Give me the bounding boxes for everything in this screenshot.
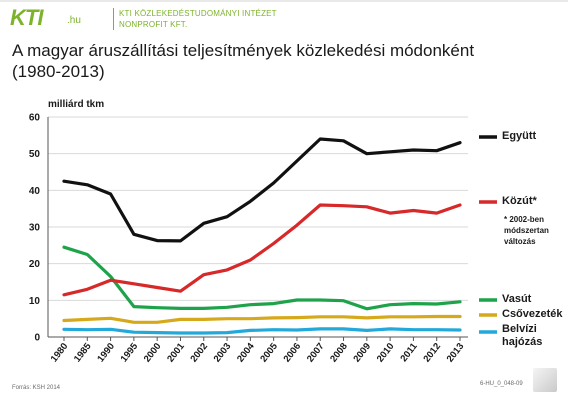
- series-line-2: [62, 203, 462, 297]
- x-tick-label: 2008: [328, 341, 350, 364]
- chart-title-line1: A magyar áruszállítási teljesítmények kö…: [12, 41, 475, 60]
- y-tick-label: 50: [29, 149, 41, 160]
- x-tick-label: 2002: [188, 341, 210, 364]
- source-note: Forrás: KSH 2014: [12, 385, 61, 391]
- top-rule: [0, 0, 568, 2]
- x-tick-label: 1980: [49, 341, 71, 364]
- series-line-4: [62, 314, 462, 324]
- series-line-5: [62, 327, 462, 335]
- x-tick-label: 2000: [142, 341, 164, 364]
- logo-domain-text: .hu: [67, 15, 81, 26]
- logo-kti-text: KTI: [10, 5, 43, 30]
- x-tick-label: 2006: [282, 341, 304, 364]
- x-tick-label: 2010: [375, 341, 397, 364]
- legend-note-road-methodology: * 2002-ben módszertan változás: [504, 215, 549, 246]
- x-tick-label: 2009: [352, 341, 374, 364]
- org-name-line2: NONPROFIT KFT.: [119, 20, 188, 29]
- x-tick-label: 2011: [398, 341, 420, 365]
- y-tick-label: 60: [29, 113, 41, 124]
- y-tick-label: 40: [29, 186, 41, 197]
- x-tick-label: 2013: [445, 341, 467, 364]
- y-tick-label: 30: [29, 223, 41, 234]
- x-tick-label: 1995: [119, 341, 141, 365]
- y-axis-unit-label: milliárd tkm: [48, 99, 105, 110]
- legend-label-4: Csővezeték: [502, 308, 563, 320]
- x-tick-label: 2003: [212, 341, 234, 364]
- x-tick-label: 2007: [305, 341, 327, 364]
- x-tick-label: 2012: [421, 341, 443, 364]
- x-tick-label: 1985: [72, 341, 94, 365]
- x-tick-label: 1990: [95, 341, 117, 364]
- legend-label-5: Belvízi hajózás: [502, 323, 543, 348]
- org-name-line1: KTI KÖZLEKEDÉSTUDOMÁNYI INTÉZET: [119, 9, 277, 18]
- legend-label-3: Vasút: [502, 293, 532, 305]
- y-tick-label: 10: [29, 296, 41, 307]
- kti-logo: KTI .hu: [10, 6, 115, 30]
- legend-label-1: Együtt: [502, 130, 537, 142]
- x-tick-label: 2001: [165, 341, 187, 365]
- x-tick-label: 2004: [235, 341, 257, 365]
- legend-label-2: Közút*: [502, 195, 537, 207]
- series-line-3: [62, 245, 462, 311]
- page-curl-decoration: [533, 368, 557, 392]
- x-tick-label: 2005: [258, 341, 280, 365]
- figure-code: 6-HU_0_048-09: [480, 381, 523, 387]
- y-tick-label: 0: [34, 333, 40, 344]
- chart-title-line2: (1980-2013): [12, 62, 105, 81]
- series-line-1: [62, 137, 462, 243]
- y-tick-label: 20: [29, 259, 41, 270]
- org-divider: [113, 8, 114, 30]
